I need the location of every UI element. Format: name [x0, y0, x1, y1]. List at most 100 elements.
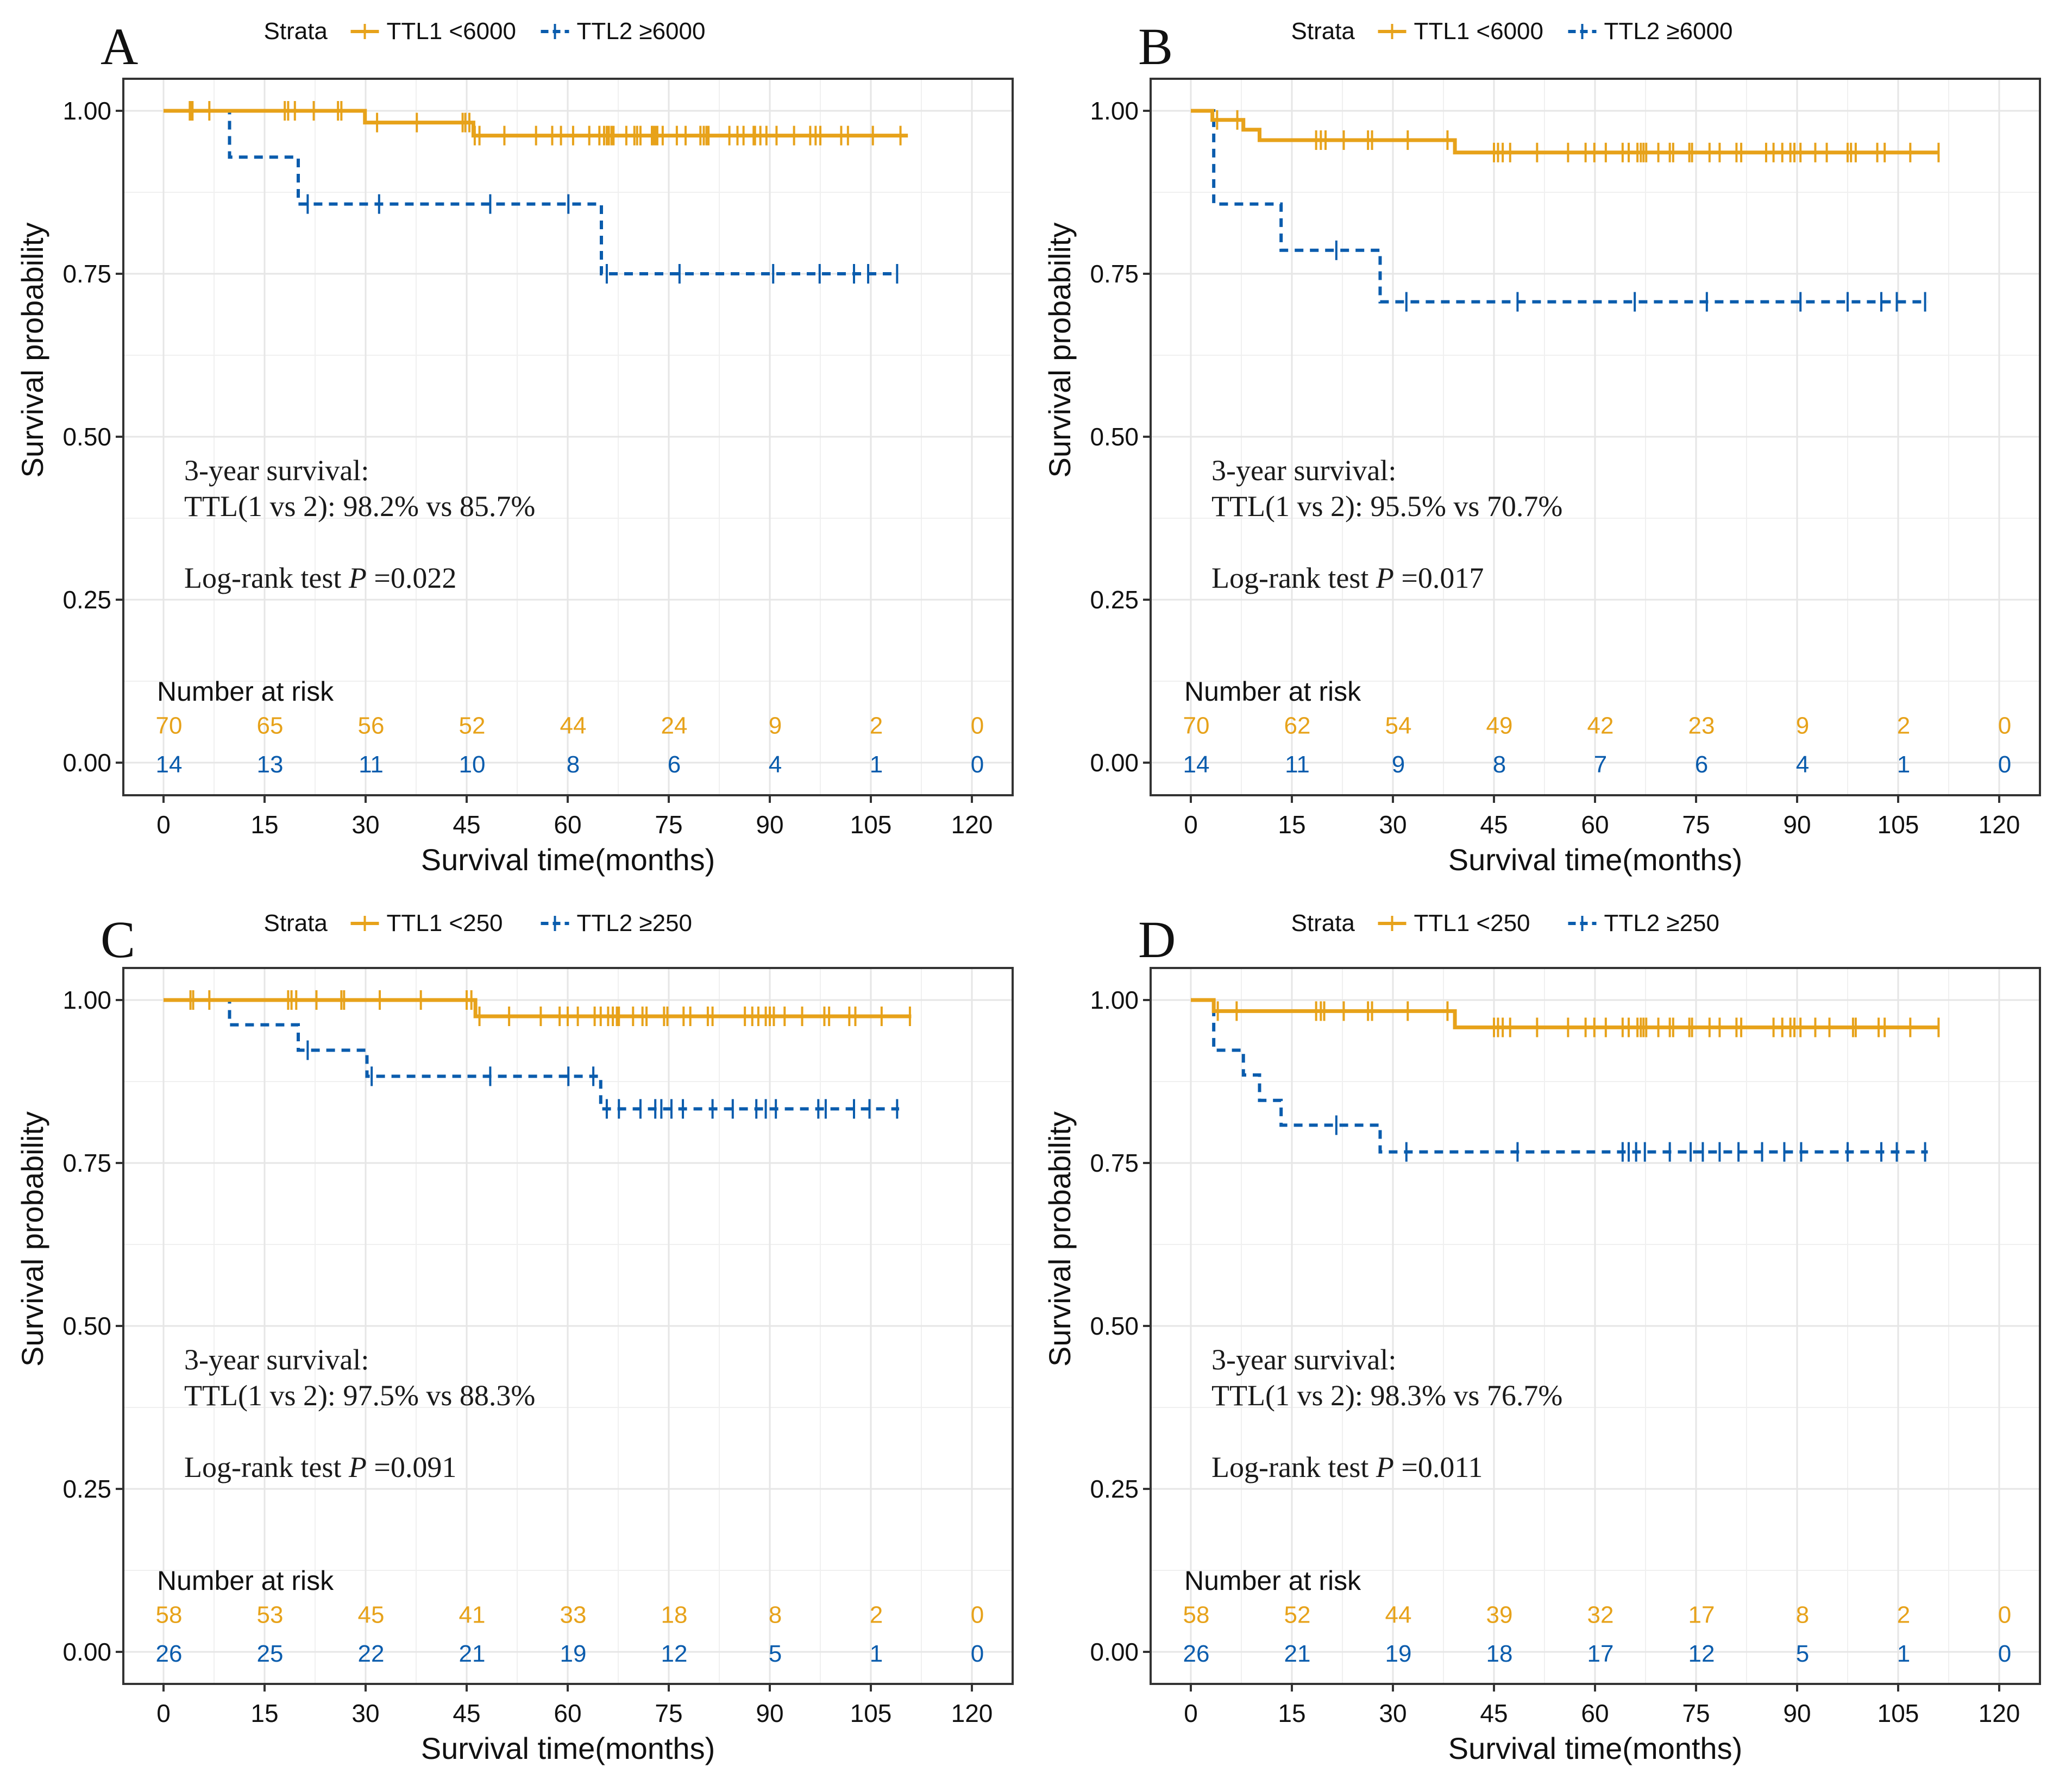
risk-count-group2: 19: [1385, 1640, 1412, 1667]
km-curve-2: [1191, 109, 1928, 304]
annotation-survival-rates: TTL(1 vs 2): 98.3% vs 76.7%: [1211, 1379, 1562, 1412]
risk-count-group1: 45: [358, 1601, 385, 1628]
y-tick-label: 0.00: [1090, 1638, 1139, 1666]
km-curve-2: [1191, 998, 1928, 1154]
risk-count-group1: 70: [156, 712, 183, 739]
km-curve-1: [164, 998, 912, 1018]
risk-table-title: Number at risk: [1184, 676, 1361, 707]
x-tick-label: 105: [1878, 1699, 1919, 1727]
risk-count-group2: 11: [1285, 751, 1310, 778]
risk-count-group2: 1: [1897, 751, 1910, 778]
risk-count-group2: 1: [870, 751, 883, 778]
survival-curves: [1191, 109, 1940, 312]
x-tick-label: 0: [156, 1699, 171, 1727]
x-tick-label: 45: [453, 810, 480, 839]
risk-count-group1: 49: [1486, 712, 1513, 739]
risk-count-group1: 32: [1587, 1601, 1614, 1628]
risk-count-group2: 5: [769, 1640, 782, 1667]
risk-count-group1: 39: [1486, 1601, 1513, 1628]
risk-count-group1: 8: [769, 1601, 782, 1628]
x-tick-label: 15: [1278, 810, 1305, 839]
x-tick-label: 45: [1480, 810, 1508, 839]
x-tick-label: 30: [1379, 810, 1407, 839]
legend-label-2: TTL2 ≥250: [577, 910, 692, 936]
risk-count-group2: 21: [1284, 1640, 1311, 1667]
annotation-logrank: Log-rank test P =0.091: [184, 1451, 456, 1483]
risk-count-group2: 4: [769, 751, 782, 778]
y-tick-label: 0.00: [1090, 749, 1139, 777]
legend-title: Strata: [1291, 18, 1355, 45]
risk-count-group2: 11: [359, 751, 384, 778]
censor-marks-1: [1216, 110, 1940, 162]
risk-table-title: Number at risk: [157, 1565, 334, 1596]
y-axis-title: Survival probability: [15, 1111, 49, 1367]
logrank-p-symbol: P: [1376, 562, 1394, 594]
risk-count-group1: 41: [459, 1601, 486, 1628]
legend-title: Strata: [1291, 910, 1355, 936]
x-tick-label: 60: [1581, 1699, 1609, 1727]
y-tick-label: 1.00: [1090, 97, 1139, 125]
x-tick-label: 60: [1581, 810, 1609, 839]
logrank-p-symbol: P: [348, 562, 367, 594]
logrank-p-value: =0.022: [367, 562, 456, 594]
x-tick-label: 75: [655, 810, 682, 839]
legend: Strata TTL1 <250 TTL2 ≥250: [264, 910, 692, 936]
risk-count-group1: 0: [1998, 1601, 2011, 1628]
y-tick-label: 0.25: [62, 586, 111, 614]
y-axis-title: Survival probability: [15, 223, 49, 478]
x-tick-label: 0: [1184, 1699, 1198, 1727]
y-tick-label: 0.00: [62, 1638, 111, 1666]
km-curve-1: [1191, 998, 1939, 1029]
annotation: 3-year survival:TTL(1 vs 2): 97.5% vs 88…: [184, 1343, 535, 1483]
y-axis: 0.00 0.25 0.50 0.75 1.00 Survival probability: [1043, 986, 1151, 1666]
risk-table: Number at risk58265221441939183217171285…: [1183, 1565, 2012, 1667]
x-tick-label: 90: [756, 1699, 783, 1727]
x-tick-label: 15: [250, 1699, 278, 1727]
y-tick-label: 0.25: [1090, 586, 1139, 614]
y-tick-label: 0.75: [1090, 260, 1139, 288]
risk-count-group2: 1: [870, 1640, 883, 1667]
risk-count-group1: 65: [257, 712, 284, 739]
x-tick-label: 120: [951, 1699, 993, 1727]
gridlines: [1151, 79, 2040, 795]
y-tick-label: 0.75: [62, 1149, 111, 1177]
legend: Strata TTL1 <6000 TTL2 ≥6000: [264, 18, 706, 45]
legend-label-1: TTL1 <250: [1414, 910, 1530, 936]
risk-count-group1: 52: [1284, 1601, 1311, 1628]
y-tick-label: 0.75: [62, 260, 111, 288]
risk-count-group1: 17: [1688, 1601, 1715, 1628]
x-tick-label: 90: [756, 810, 783, 839]
x-axis-title: Survival time(months): [421, 843, 715, 877]
risk-count-group2: 0: [971, 1640, 984, 1667]
annotation-title: 3-year survival:: [1211, 454, 1396, 487]
risk-count-group1: 70: [1183, 712, 1210, 739]
censor-marks-1: [1216, 1001, 1940, 1038]
risk-count-group1: 8: [1796, 1601, 1809, 1628]
legend-label-1: TTL1 <6000: [387, 18, 517, 45]
x-tick-label: 30: [351, 1699, 379, 1727]
x-axis-title: Survival time(months): [1448, 1731, 1742, 1765]
risk-table: Number at risk70146513561152104482469421…: [156, 676, 984, 778]
annotation-title: 3-year survival:: [1211, 1343, 1396, 1376]
risk-count-group2: 14: [1183, 751, 1210, 778]
risk-count-group1: 44: [560, 712, 587, 739]
censor-marks-1: [189, 990, 911, 1026]
risk-count-group1: 0: [1998, 712, 2011, 739]
x-axis-title: Survival time(months): [421, 1731, 715, 1765]
gridlines: [1151, 968, 2040, 1684]
logrank-p-value: =0.017: [1394, 562, 1484, 594]
risk-count-group2: 10: [459, 751, 486, 778]
y-axis: 0.00 0.25 0.50 0.75 1.00 Survival probability: [1043, 97, 1151, 777]
y-axis-title: Survival probability: [1043, 223, 1077, 478]
risk-count-group2: 26: [156, 1640, 183, 1667]
y-tick-label: 0.25: [62, 1475, 111, 1503]
risk-count-group2: 13: [257, 751, 284, 778]
x-tick-label: 90: [1783, 810, 1811, 839]
y-tick-label: 1.00: [1090, 986, 1139, 1014]
gridlines: [123, 968, 1013, 1684]
